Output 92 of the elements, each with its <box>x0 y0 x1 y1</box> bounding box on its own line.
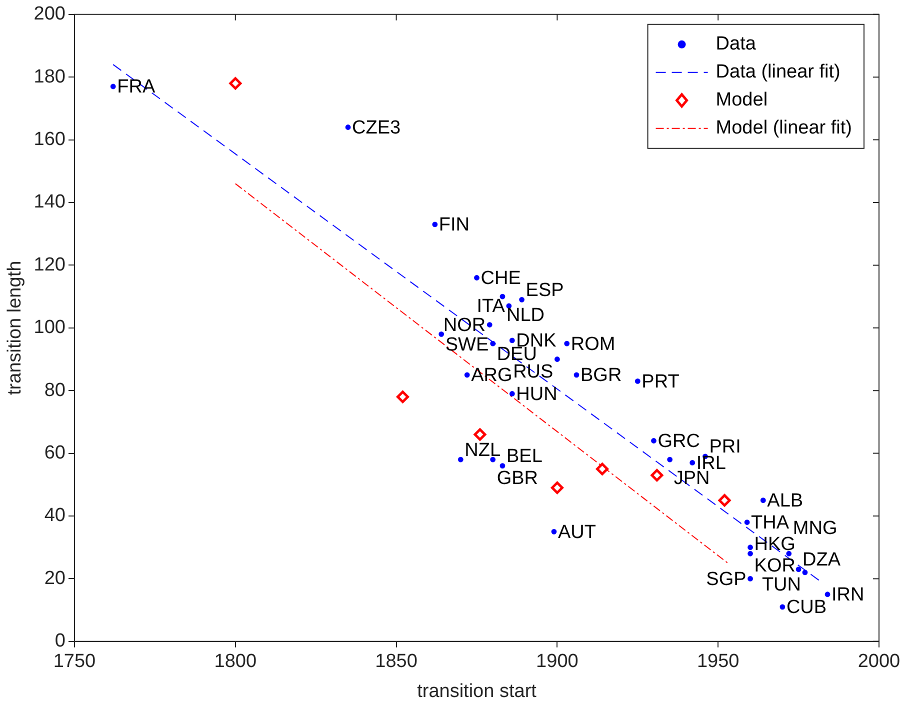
point <box>748 544 753 550</box>
data-label: SGP <box>706 568 746 590</box>
data-label: CHE <box>480 268 521 289</box>
data-label: KOR <box>754 556 796 577</box>
data-label: ARG <box>471 365 512 386</box>
point <box>796 566 802 572</box>
point <box>229 77 242 90</box>
data-label: FIN <box>438 214 470 236</box>
data-label: BEL <box>506 446 542 468</box>
legend-label: Model <box>716 90 768 111</box>
y-tick-label: 20 <box>44 568 66 589</box>
data-label: ALB <box>767 490 804 512</box>
point <box>432 222 438 228</box>
data-label: TUN <box>762 574 801 596</box>
data-label: CZE3 <box>352 117 401 138</box>
point <box>519 296 524 302</box>
data-label: FRA <box>117 76 156 98</box>
point <box>748 576 753 582</box>
data-label: PRT <box>642 371 680 392</box>
point <box>500 463 506 469</box>
y-tick-label: 180 <box>34 66 66 88</box>
y-tick-label: 100 <box>34 317 66 338</box>
point <box>396 390 409 404</box>
legend-label: Data (linear fit) <box>716 62 840 83</box>
point <box>509 338 515 344</box>
point <box>438 331 444 337</box>
legend-label: Model (linear fit) <box>716 118 852 139</box>
x-tick-label: 1850 <box>375 651 418 672</box>
x-tick-label: 2000 <box>858 651 900 672</box>
y-axis-title: transition length <box>4 260 26 395</box>
data-label: IRN <box>832 584 864 606</box>
data-label: DZA <box>802 550 841 571</box>
x-tick-label: 1800 <box>214 651 257 672</box>
y-tick-label: 0 <box>54 630 66 652</box>
point <box>474 428 486 441</box>
data-label: NZL <box>464 440 501 461</box>
point <box>464 372 470 378</box>
point <box>748 550 753 556</box>
point <box>509 391 515 396</box>
data-label: HUN <box>516 384 558 405</box>
point <box>490 456 496 462</box>
data-label: NOR <box>443 315 486 336</box>
data-label: SWE <box>445 334 489 356</box>
data-label: ROM <box>570 334 616 355</box>
point <box>550 482 564 494</box>
y-tick-label: 200 <box>34 4 66 25</box>
point <box>110 84 116 90</box>
point <box>824 592 830 598</box>
data-label: GRC <box>658 430 700 452</box>
data-label: MNG <box>792 518 838 539</box>
point <box>458 456 464 462</box>
point <box>744 520 750 525</box>
data-label: ESP <box>526 280 564 301</box>
point <box>760 498 766 504</box>
x-tick-label: 1950 <box>696 651 740 672</box>
x-axis-title: transition start <box>417 680 538 702</box>
point <box>564 340 570 346</box>
y-tick-label: 120 <box>34 254 66 276</box>
point <box>690 460 696 466</box>
data-label: AUT <box>558 522 596 543</box>
data-label: ITA <box>476 296 506 318</box>
point <box>650 468 664 482</box>
point <box>551 528 557 534</box>
y-tick-label: 80 <box>44 380 66 401</box>
point <box>651 438 656 444</box>
point <box>780 604 786 610</box>
point <box>490 340 496 346</box>
point <box>554 356 560 362</box>
x-tick-label: 1750 <box>53 651 96 672</box>
point <box>718 494 731 507</box>
legend-label: Data <box>716 34 756 55</box>
x-tick-label: 1900 <box>536 651 578 672</box>
data-label: BGR <box>580 365 622 386</box>
data-label: THA <box>751 512 790 534</box>
data-label: HKG <box>754 534 796 555</box>
point <box>474 275 480 280</box>
point <box>802 570 808 576</box>
point <box>786 550 792 556</box>
y-tick-label: 40 <box>44 505 66 526</box>
data-label: RUS <box>513 361 554 382</box>
point <box>574 372 580 378</box>
point <box>667 456 673 462</box>
point <box>486 322 492 328</box>
y-tick-label: 160 <box>34 129 66 150</box>
y-tick-label: 140 <box>34 192 66 213</box>
data-label: CUB <box>786 597 827 618</box>
y-tick-label: 60 <box>44 442 66 464</box>
data-label: NLD <box>506 304 545 326</box>
point <box>634 378 640 384</box>
point <box>345 124 351 130</box>
point <box>596 462 608 476</box>
data-label: GBR <box>496 468 538 489</box>
